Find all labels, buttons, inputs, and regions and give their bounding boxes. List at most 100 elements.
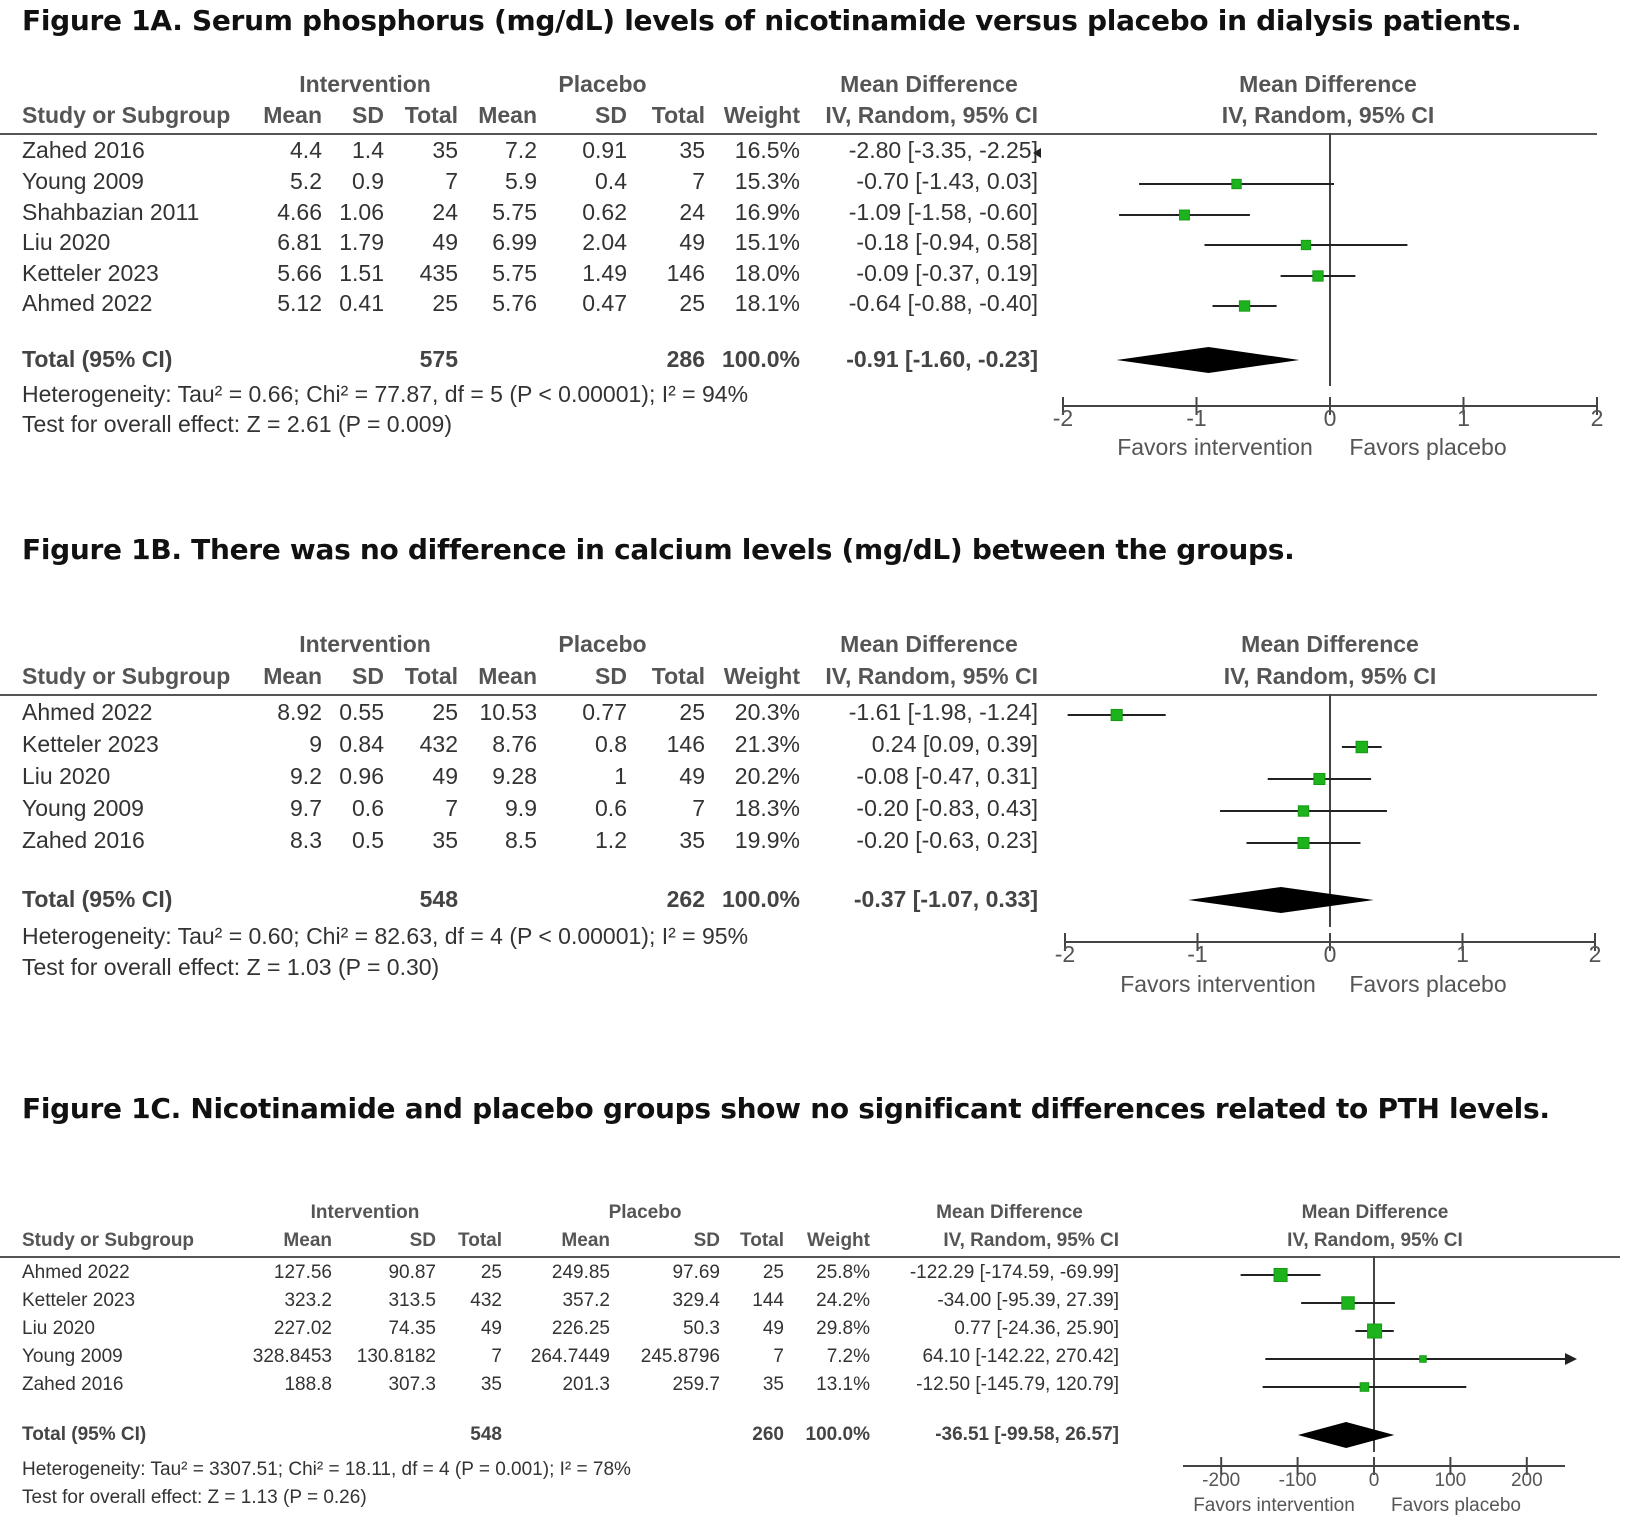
pla-mean: 226.25 <box>551 1317 610 1339</box>
weight: 25.8% <box>816 1261 870 1283</box>
overall-effect: Test for overall effect: Z = 1.03 (P = 0… <box>22 954 440 981</box>
total-diamond <box>1188 887 1374 913</box>
header-iv: IV, Random, 95% CI <box>825 663 1038 690</box>
study-name: Ketteler 2023 <box>22 260 159 287</box>
pla-sd: 0.6 <box>595 795 627 822</box>
header-intervention: Intervention <box>299 631 431 658</box>
header-mean-difference: Mean Difference <box>840 71 1018 98</box>
x-tick-label: -100 <box>1279 1470 1317 1491</box>
pla-sd: 1.2 <box>595 827 627 854</box>
study-name: Young 2009 <box>22 168 144 195</box>
int-total: 25 <box>432 290 458 317</box>
pla-mean: 8.5 <box>505 827 537 854</box>
total-int: 548 <box>419 886 458 913</box>
study-name: Zahed 2016 <box>22 137 145 164</box>
pla-sd: 50.3 <box>683 1317 720 1339</box>
pla-sd: 97.69 <box>672 1261 720 1283</box>
pla-total: 49 <box>762 1317 784 1339</box>
total-pla: 286 <box>666 346 705 373</box>
weight: 19.9% <box>734 827 800 854</box>
header-int-sd: SD <box>409 1229 436 1251</box>
study-name: Zahed 2016 <box>22 827 145 854</box>
x-tick-label: 2 <box>1591 405 1604 431</box>
int-mean: 4.66 <box>277 199 322 226</box>
study-name: Ketteler 2023 <box>22 731 159 758</box>
mean-difference-ci: -0.09 [-0.37, 0.19] <box>856 260 1038 287</box>
point-estimate <box>1359 1382 1370 1392</box>
figure-title: Figure 1A. Serum phosphorus (mg/dL) leve… <box>22 4 1522 37</box>
figure-title: Figure 1C. Nicotinamide and placebo grou… <box>22 1092 1550 1125</box>
weight: 20.3% <box>734 699 800 726</box>
study-name: Liu 2020 <box>22 229 111 256</box>
pla-mean: 9.9 <box>505 795 537 822</box>
pla-mean: 201.3 <box>562 1373 610 1395</box>
int-total: 432 <box>419 731 458 758</box>
pla-sd: 0.91 <box>582 137 627 164</box>
int-total: 432 <box>470 1289 502 1311</box>
header-weight: Weight <box>723 663 800 690</box>
header-plot-iv: IV, Random, 95% CI <box>1287 1229 1463 1251</box>
pla-total: 146 <box>666 731 705 758</box>
int-total: 35 <box>480 1373 502 1395</box>
x-tick-label: -1 <box>1186 405 1206 431</box>
pla-mean: 249.85 <box>551 1261 610 1283</box>
header-placebo: Placebo <box>608 1201 682 1223</box>
x-tick-label: 0 <box>1324 405 1337 431</box>
point-estimate <box>1341 1296 1355 1310</box>
point-estimate <box>1419 1355 1427 1363</box>
study-name: Ahmed 2022 <box>22 1261 130 1283</box>
int-sd: 0.5 <box>352 827 384 854</box>
mean-difference-ci: -1.09 [-1.58, -0.60] <box>848 199 1038 226</box>
pla-mean: 5.75 <box>492 199 537 226</box>
overall-effect: Test for overall effect: Z = 1.13 (P = 0… <box>22 1486 367 1508</box>
study-name: Shahbazian 2011 <box>22 199 200 226</box>
header-placebo: Placebo <box>558 71 647 98</box>
ci-arrow-left <box>1033 148 1041 158</box>
total-label: Total (95% CI) <box>22 1423 147 1445</box>
int-mean: 188.8 <box>284 1373 332 1395</box>
int-sd: 90.87 <box>388 1261 436 1283</box>
pla-total: 49 <box>679 229 705 256</box>
total-ci: -36.51 [-99.58, 26.57] <box>935 1423 1119 1445</box>
header-int-mean: Mean <box>283 1229 332 1251</box>
pla-total: 146 <box>666 260 705 287</box>
int-total: 49 <box>480 1317 502 1339</box>
mean-difference-ci: -0.64 [-0.88, -0.40] <box>848 290 1038 317</box>
header-study: Study or Subgroup <box>22 663 231 690</box>
int-sd: 0.9 <box>352 168 384 195</box>
pla-sd: 0.4 <box>595 168 627 195</box>
point-estimate <box>1312 270 1324 282</box>
pla-mean: 7.2 <box>505 137 537 164</box>
header-plot-iv: IV, Random, 95% CI <box>1223 663 1437 690</box>
total-ci: -0.37 [-1.07, 0.33] <box>853 886 1038 913</box>
pla-total: 25 <box>679 699 705 726</box>
header-placebo: Placebo <box>558 631 647 658</box>
pla-total: 25 <box>679 290 705 317</box>
header-int-total: Total <box>404 102 458 129</box>
header-plot-iv: IV, Random, 95% CI <box>1221 102 1435 129</box>
study-name: Ahmed 2022 <box>22 699 153 726</box>
header-pla-mean: Mean <box>561 1229 610 1251</box>
header-weight: Weight <box>723 102 800 129</box>
int-mean: 5.66 <box>277 260 322 287</box>
int-sd: 74.35 <box>388 1317 436 1339</box>
weight: 29.8% <box>816 1317 870 1339</box>
weight: 7.2% <box>826 1345 870 1367</box>
pla-mean: 9.28 <box>492 763 537 790</box>
weight: 16.9% <box>734 199 800 226</box>
pla-mean: 264.7449 <box>530 1345 610 1367</box>
int-total: 35 <box>432 827 458 854</box>
int-total: 7 <box>445 168 458 195</box>
int-mean: 328.8453 <box>252 1345 332 1367</box>
int-sd: 1.06 <box>339 199 384 226</box>
study-name: Young 2009 <box>22 795 144 822</box>
int-sd: 1.79 <box>339 229 384 256</box>
study-name: Liu 2020 <box>22 1317 95 1339</box>
header-study: Study or Subgroup <box>22 102 231 129</box>
figure-title: Figure 1B. There was no difference in ca… <box>22 533 1295 566</box>
total-diamond <box>1116 347 1300 373</box>
header-pla-total: Total <box>651 102 705 129</box>
point-estimate <box>1297 805 1310 817</box>
pla-total: 7 <box>692 795 705 822</box>
header-rule <box>0 133 1597 135</box>
